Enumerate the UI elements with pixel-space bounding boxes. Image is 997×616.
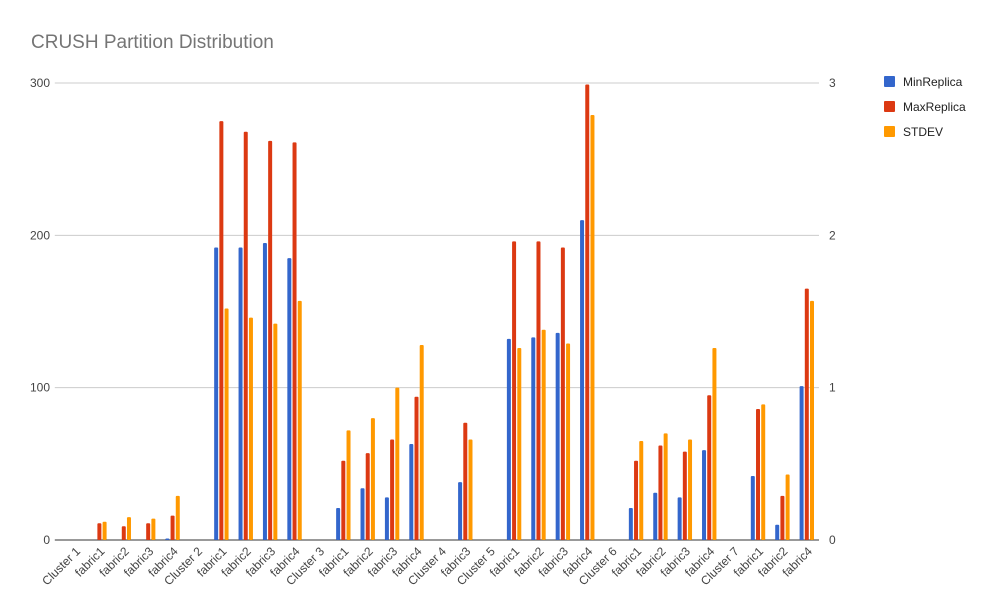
bar-stdev bbox=[468, 439, 473, 540]
bar-stdev bbox=[590, 114, 595, 541]
bar-stdev bbox=[175, 495, 180, 540]
bar-stdev bbox=[541, 329, 546, 540]
bar-stdev bbox=[663, 433, 668, 540]
legend-label: MinReplica bbox=[903, 75, 963, 89]
bar-maxreplica bbox=[341, 460, 346, 540]
legend-swatch bbox=[884, 76, 895, 87]
bar-maxreplica bbox=[560, 247, 565, 540]
bar-stdev bbox=[151, 518, 156, 540]
bar-minreplica bbox=[360, 488, 365, 540]
bar-minreplica bbox=[165, 538, 170, 540]
y-left-tick-label: 100 bbox=[30, 381, 50, 395]
y-left-tick-label: 300 bbox=[30, 76, 50, 90]
bar-maxreplica bbox=[682, 451, 687, 540]
chart-title: CRUSH Partition Distribution bbox=[31, 32, 274, 53]
bar-stdev bbox=[297, 300, 302, 540]
bar-maxreplica bbox=[658, 445, 663, 540]
bar-stdev bbox=[810, 300, 815, 540]
bar-maxreplica bbox=[268, 140, 273, 541]
bar-minreplica bbox=[531, 337, 536, 540]
bar-maxreplica bbox=[756, 408, 761, 540]
bar-stdev bbox=[370, 418, 375, 540]
bar-minreplica bbox=[653, 492, 658, 540]
bar-stdev bbox=[712, 348, 717, 540]
bar-minreplica bbox=[287, 258, 292, 540]
bar-stdev bbox=[346, 430, 351, 540]
bar-minreplica bbox=[677, 497, 682, 540]
y-right-tick-label: 2 bbox=[829, 228, 836, 242]
bar-maxreplica bbox=[146, 523, 151, 540]
bar-maxreplica bbox=[365, 453, 370, 540]
bar-maxreplica bbox=[707, 395, 712, 540]
legend-label: MaxReplica bbox=[903, 100, 966, 114]
bar-stdev bbox=[785, 474, 790, 540]
bar-maxreplica bbox=[292, 142, 297, 540]
bar-minreplica bbox=[336, 508, 341, 540]
bar-maxreplica bbox=[219, 121, 224, 540]
bar-minreplica bbox=[458, 482, 463, 540]
y-right-tick-label: 3 bbox=[829, 76, 836, 90]
legend-label: STDEV bbox=[903, 125, 943, 139]
bar-stdev bbox=[639, 440, 644, 540]
y-left-tick-label: 0 bbox=[43, 533, 50, 547]
bar-stdev bbox=[761, 404, 766, 540]
bar-minreplica bbox=[555, 332, 560, 540]
bar-stdev bbox=[126, 517, 131, 540]
bar-minreplica bbox=[580, 220, 585, 540]
bar-maxreplica bbox=[97, 523, 102, 540]
y-left-tick-label: 200 bbox=[30, 228, 50, 242]
bar-maxreplica bbox=[585, 84, 590, 541]
bar-minreplica bbox=[799, 386, 804, 540]
bar-minreplica bbox=[750, 476, 755, 540]
bar-minreplica bbox=[775, 524, 780, 540]
bar-maxreplica bbox=[634, 460, 639, 540]
bar-stdev bbox=[248, 317, 253, 540]
bar-maxreplica bbox=[414, 396, 419, 540]
y-right-tick-label: 1 bbox=[829, 381, 836, 395]
y-right-tick-label: 0 bbox=[829, 533, 836, 547]
bar-stdev bbox=[224, 308, 229, 540]
bar-maxreplica bbox=[121, 526, 126, 540]
bar-maxreplica bbox=[512, 241, 517, 540]
bar-minreplica bbox=[262, 242, 267, 540]
bar-minreplica bbox=[628, 508, 633, 540]
bar-maxreplica bbox=[243, 131, 248, 540]
bar-maxreplica bbox=[780, 495, 785, 540]
bar-stdev bbox=[102, 521, 107, 540]
legend-swatch bbox=[884, 126, 895, 137]
bar-minreplica bbox=[702, 450, 707, 540]
bar-maxreplica bbox=[390, 439, 395, 540]
bar-stdev bbox=[273, 323, 278, 540]
bar-minreplica bbox=[384, 497, 389, 540]
bar-stdev bbox=[566, 343, 571, 540]
bar-stdev bbox=[419, 345, 424, 540]
bar-minreplica bbox=[506, 338, 511, 540]
bar-minreplica bbox=[238, 247, 243, 540]
bar-stdev bbox=[517, 348, 522, 540]
bar-maxreplica bbox=[463, 422, 468, 540]
bar-minreplica bbox=[409, 444, 414, 540]
legend-swatch bbox=[884, 101, 895, 112]
bar-stdev bbox=[395, 387, 400, 540]
bar-minreplica bbox=[214, 247, 219, 540]
bar-maxreplica bbox=[170, 515, 175, 540]
bar-maxreplica bbox=[804, 288, 809, 540]
bar-stdev bbox=[688, 439, 693, 540]
bar-maxreplica bbox=[536, 241, 541, 540]
